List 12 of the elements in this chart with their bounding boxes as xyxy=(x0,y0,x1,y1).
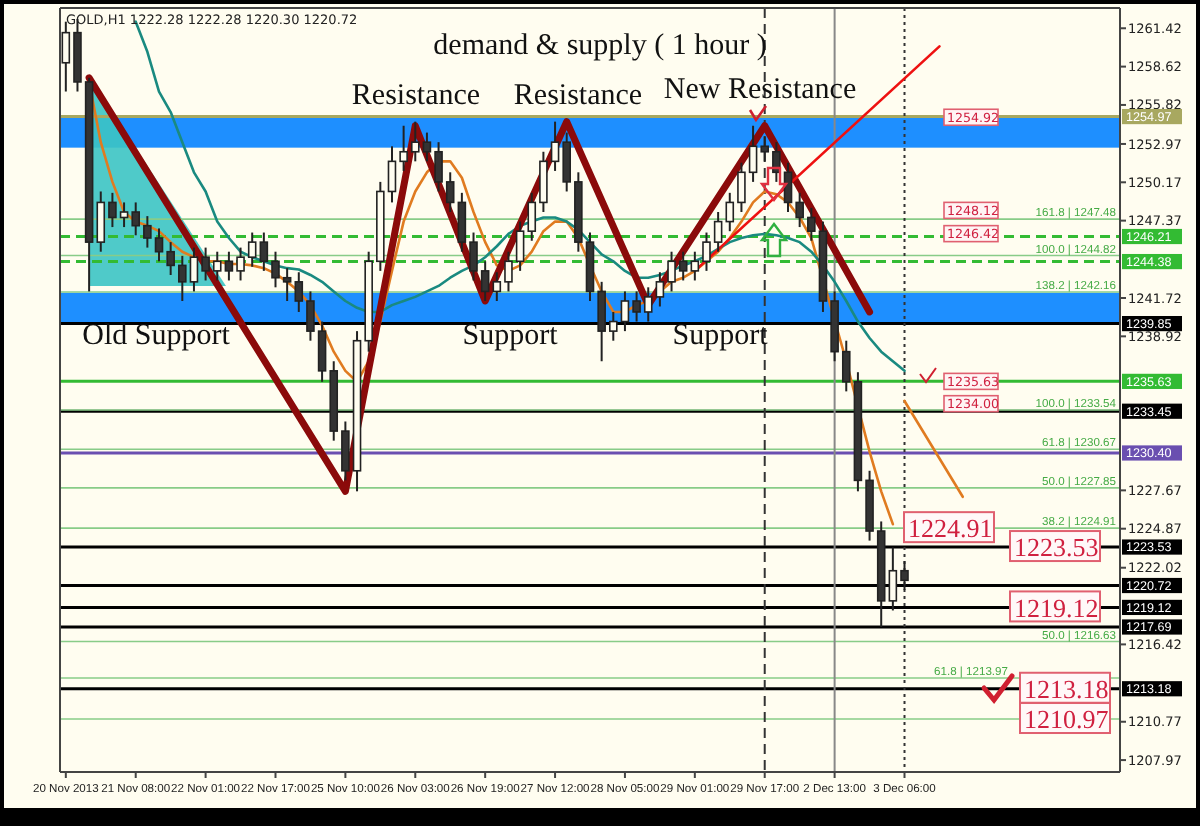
annotation: Resistance xyxy=(351,80,481,112)
annotation: Old Support xyxy=(82,320,232,352)
annotation: Support xyxy=(462,320,560,352)
text: demand & supply ( 1 hour ) xyxy=(433,30,767,62)
annotation: Resistance xyxy=(513,80,643,112)
annotation: 1219.12 xyxy=(1014,592,1099,623)
annotation: New Resistance xyxy=(663,74,857,106)
annotation: 1210.97 xyxy=(1024,704,1110,735)
annotation: 1213.18 xyxy=(1024,673,1109,704)
annotation: 1224.91 xyxy=(908,513,993,544)
annotation: 1223.53 xyxy=(1014,532,1099,563)
annotation: Support xyxy=(672,320,770,352)
